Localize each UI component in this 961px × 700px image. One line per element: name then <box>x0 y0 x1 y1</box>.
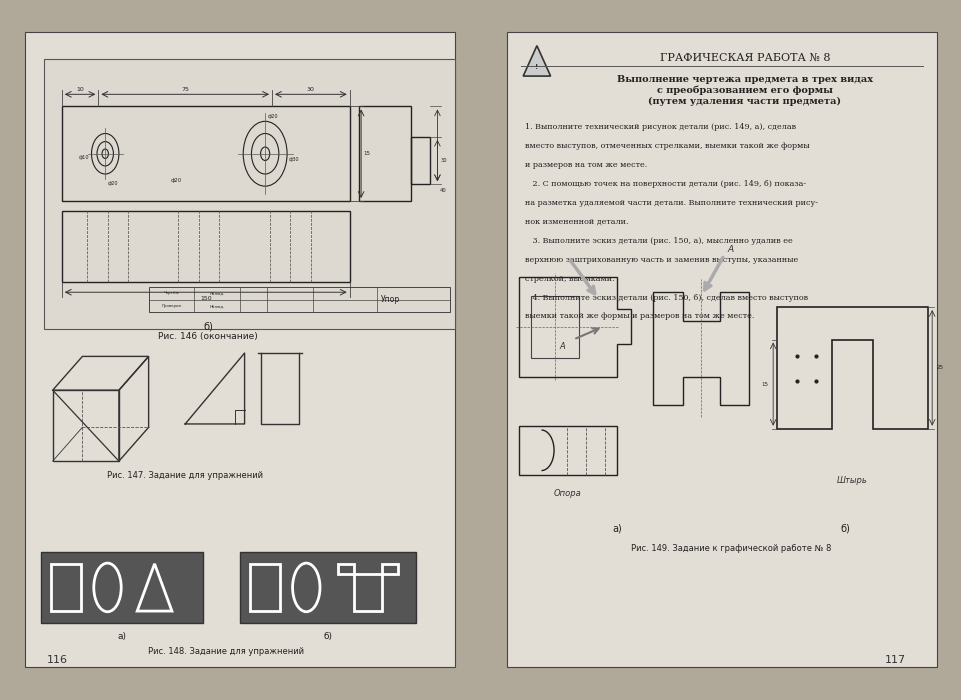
Text: Проверил: Проверил <box>161 304 182 308</box>
Bar <box>530 295 579 358</box>
Bar <box>518 426 616 475</box>
Text: Выполнение чертежа предмета в трех видах: Выполнение чертежа предмета в трех видах <box>616 75 872 84</box>
Bar <box>62 211 350 282</box>
Text: Рис. 147. Задание для упражнений: Рис. 147. Задание для упражнений <box>107 472 263 480</box>
Bar <box>148 287 450 312</box>
Text: 15: 15 <box>363 151 370 156</box>
Text: ГРАФИЧЕСКАЯ РАБОТА № 8: ГРАФИЧЕСКАЯ РАБОТА № 8 <box>659 52 829 63</box>
Text: (путем удаления части предмета): (путем удаления части предмета) <box>648 97 841 106</box>
Text: Рис. 146 (окончание): Рис. 146 (окончание) <box>158 332 258 341</box>
Text: б): б) <box>840 524 850 533</box>
Text: верхнюю заштрихованную часть и заменив выступы, указанные: верхнюю заштрихованную часть и заменив в… <box>525 256 798 264</box>
Text: стрелкой, выемками.: стрелкой, выемками. <box>525 274 614 283</box>
Text: 15: 15 <box>761 382 768 386</box>
Bar <box>43 60 455 330</box>
Text: выемки такой же формы и размеров на том же месте.: выемки такой же формы и размеров на том … <box>525 312 754 321</box>
Text: Нблюд.: Нблюд. <box>209 291 225 295</box>
Text: 75: 75 <box>181 87 189 92</box>
Text: Чертёж: Чертёж <box>163 291 180 295</box>
Text: А: А <box>558 342 564 351</box>
Bar <box>51 564 81 611</box>
Bar <box>53 390 119 461</box>
Text: 1. Выполните технический рисунок детали (рис. 149, а), сделав: 1. Выполните технический рисунок детали … <box>525 123 796 132</box>
Text: а): а) <box>611 524 621 533</box>
Text: на разметка удаляемой части детали. Выполните технический рису-: на разметка удаляемой части детали. Выпо… <box>525 199 818 207</box>
Ellipse shape <box>292 563 320 612</box>
Text: ф10: ф10 <box>78 155 88 160</box>
Text: Рис. 148. Задание для упражнений: Рис. 148. Задание для упражнений <box>148 647 304 656</box>
Text: ф20: ф20 <box>267 113 278 118</box>
Text: нок измененной детали.: нок измененной детали. <box>525 218 628 226</box>
Text: 30: 30 <box>440 158 446 163</box>
Text: 30: 30 <box>307 87 314 92</box>
Text: 150: 150 <box>200 296 211 301</box>
Bar <box>411 137 430 184</box>
Text: ф30: ф30 <box>288 157 299 162</box>
Bar <box>358 106 411 201</box>
Text: с преобразованием его формы: с преобразованием его формы <box>656 85 832 95</box>
Bar <box>62 106 350 201</box>
Text: Нблюд.: Нблюд. <box>209 304 225 308</box>
Text: Рис. 149. Задание к графической работе № 8: Рис. 149. Задание к графической работе №… <box>630 545 830 554</box>
Text: Штырь: Штырь <box>836 475 867 484</box>
Text: б): б) <box>203 321 212 331</box>
Text: 3. Выполните эскиз детали (рис. 150, а), мысленно удалив ее: 3. Выполните эскиз детали (рис. 150, а),… <box>525 237 793 245</box>
Polygon shape <box>338 564 397 611</box>
Text: вместо выступов, отмеченных стрелками, выемки такой же формы: вместо выступов, отмеченных стрелками, в… <box>525 142 809 150</box>
Text: 10: 10 <box>76 87 84 92</box>
Text: Упор: Упор <box>381 295 400 304</box>
Bar <box>41 552 203 623</box>
Text: 116: 116 <box>47 655 67 666</box>
Text: и размеров на том же месте.: и размеров на том же месте. <box>525 161 647 169</box>
Text: б): б) <box>323 632 333 641</box>
Text: ф20: ф20 <box>170 178 182 183</box>
Bar <box>240 552 415 623</box>
Polygon shape <box>523 46 550 76</box>
Text: ф20: ф20 <box>108 181 118 186</box>
Text: 117: 117 <box>884 655 905 666</box>
Text: 40: 40 <box>440 188 447 193</box>
Text: 4. Выполните эскиз детали (рис. 150, б), сделав вместо выступов: 4. Выполните эскиз детали (рис. 150, б),… <box>525 293 808 302</box>
Text: а): а) <box>118 632 127 641</box>
Bar <box>250 564 280 611</box>
Polygon shape <box>137 564 172 611</box>
Text: 25: 25 <box>936 365 943 370</box>
Ellipse shape <box>93 563 121 612</box>
Text: Опора: Опора <box>554 489 581 498</box>
Text: 2. С помощью точек на поверхности детали (рис. 149, б) показа-: 2. С помощью точек на поверхности детали… <box>525 180 805 188</box>
Text: А: А <box>727 245 732 254</box>
Text: !: ! <box>534 64 538 70</box>
